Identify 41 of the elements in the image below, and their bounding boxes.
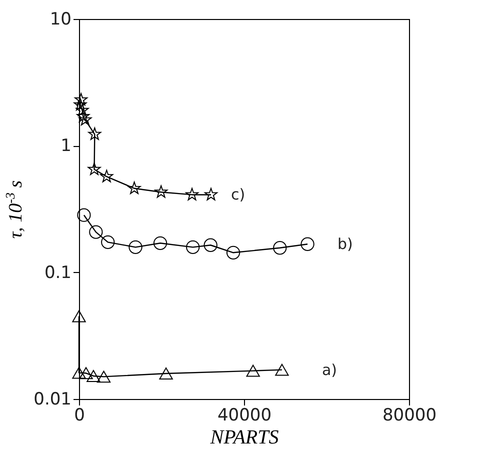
point — [72, 366, 86, 379]
point — [204, 238, 218, 252]
point — [88, 162, 101, 175]
x-tick-label: 0 — [74, 406, 85, 426]
point — [204, 188, 218, 200]
point — [89, 225, 103, 239]
point — [186, 188, 199, 200]
point — [154, 185, 168, 198]
annotation: b) — [338, 235, 353, 254]
x-tick-label: 80000 — [382, 406, 437, 426]
point — [77, 208, 91, 222]
point — [74, 98, 87, 110]
annotation: a) — [322, 360, 337, 379]
point — [96, 370, 111, 383]
point — [78, 112, 92, 126]
point — [159, 368, 173, 380]
point — [88, 127, 102, 140]
y-tick-label: 1 — [60, 136, 72, 156]
point — [86, 370, 100, 382]
y-tick-label: 10 — [50, 10, 72, 30]
point — [226, 246, 240, 260]
y-tick-label: 0.1 — [44, 262, 72, 283]
point — [100, 170, 114, 182]
point — [74, 93, 88, 106]
point — [273, 241, 287, 255]
point — [153, 236, 168, 250]
x-tick-label: 40000 — [217, 406, 272, 426]
point — [72, 310, 86, 322]
y-tick-label: 0.01 — [34, 390, 72, 410]
point — [76, 110, 90, 122]
point — [128, 240, 142, 254]
point — [275, 364, 289, 376]
x-axis-title: NPARTS — [209, 426, 279, 448]
annotation: c) — [231, 186, 246, 204]
point — [300, 237, 314, 251]
point — [186, 240, 200, 254]
point — [128, 182, 141, 194]
point — [101, 235, 115, 249]
point — [79, 367, 93, 380]
point — [76, 104, 89, 116]
point — [246, 364, 260, 377]
